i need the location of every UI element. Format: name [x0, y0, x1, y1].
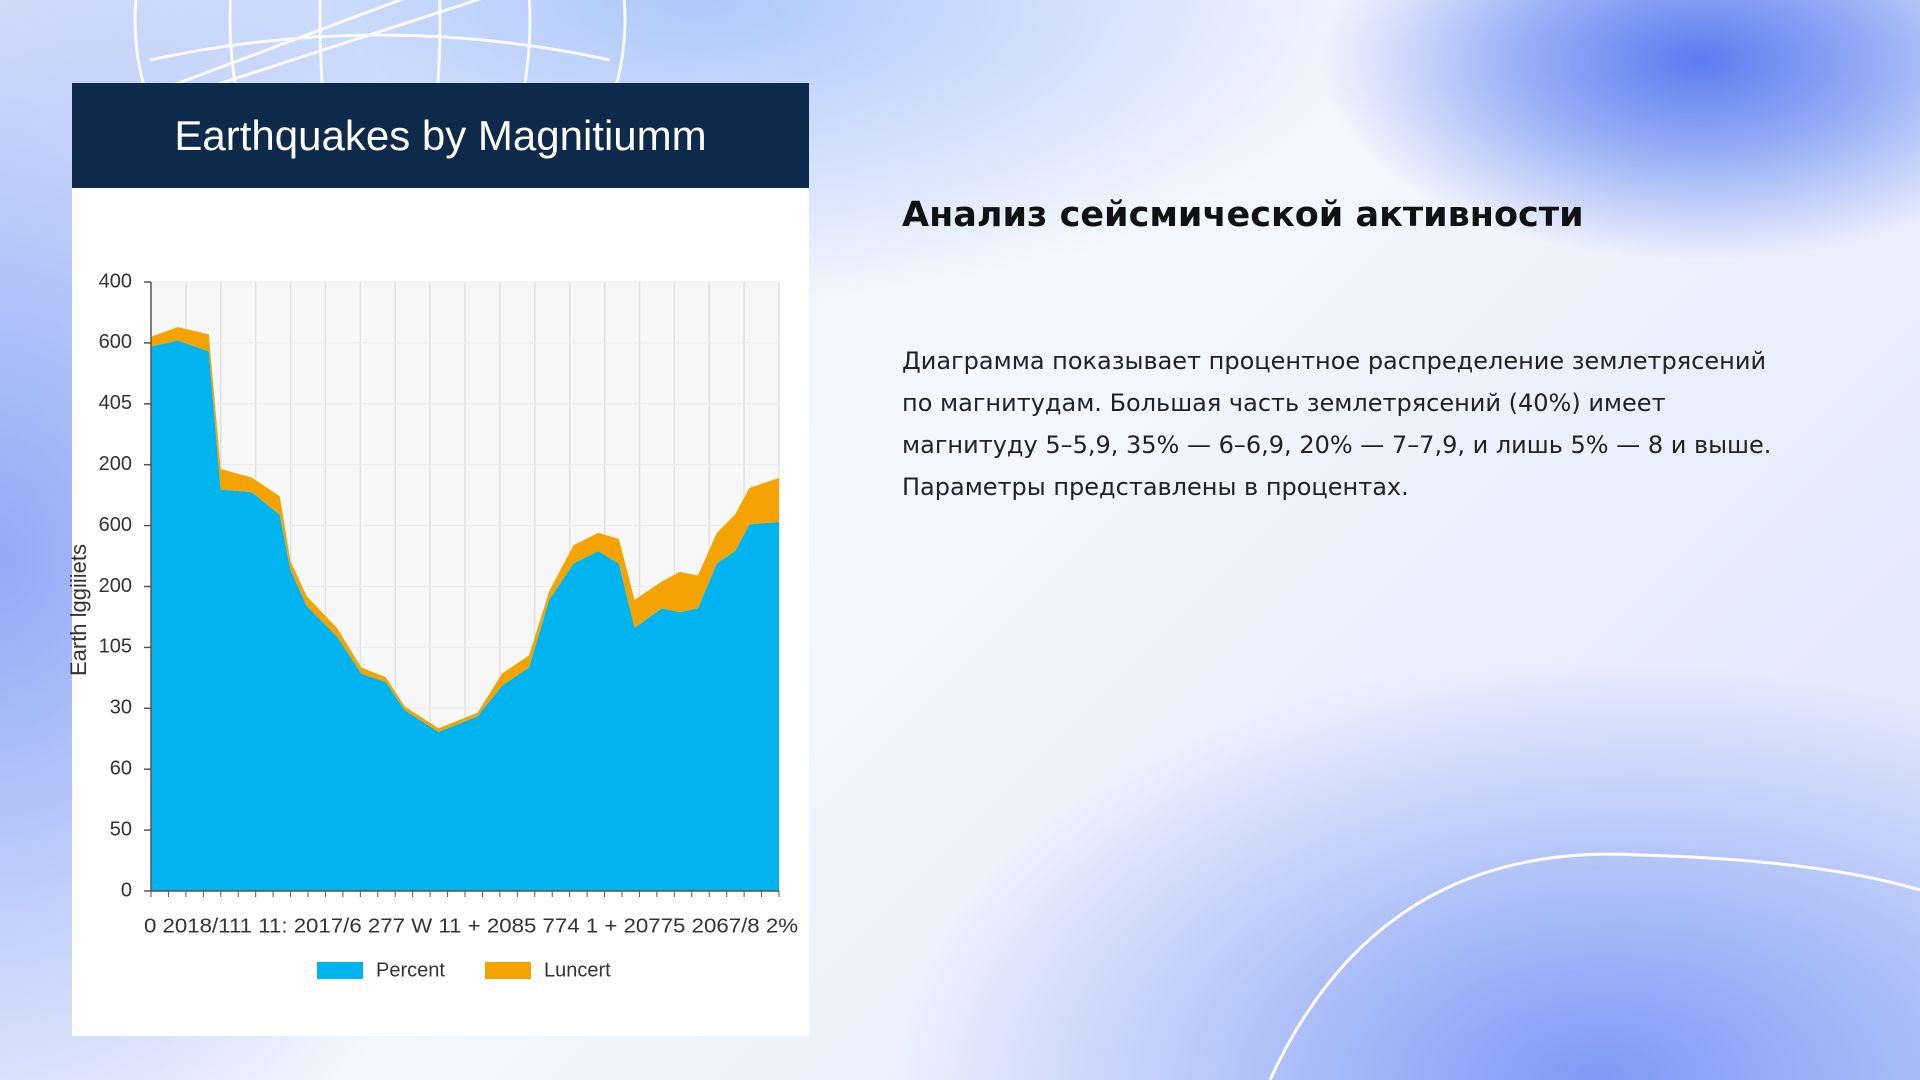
y-tick-label: 50	[110, 818, 132, 840]
y-tick-label: 0	[121, 879, 132, 901]
heading: Анализ сейсмической активности	[902, 195, 1584, 235]
legend-label: Luncert	[544, 959, 611, 981]
chart-title: Earthquakes by Magnitiumm	[72, 83, 809, 188]
y-axis-label: Earth lggiiiets	[66, 544, 91, 676]
legend-swatch	[485, 962, 531, 979]
y-tick-label: 200	[99, 575, 132, 597]
y-tick-label: 105	[99, 636, 132, 658]
y-tick-label: 60	[110, 757, 132, 779]
y-tick-label: 30	[110, 697, 132, 719]
paragraph: Диаграмма показывает процентное распреде…	[902, 347, 1772, 501]
y-tick-label: 600	[99, 331, 132, 353]
y-tick-label: 200	[99, 453, 132, 475]
y-tick-label: 400	[99, 270, 132, 292]
x-axis-text: 0 2018/111 11: 2017/6 277 W 11 + 2085 77…	[144, 915, 798, 937]
y-tick-label: 600	[99, 514, 132, 536]
legend-swatch	[317, 962, 363, 979]
area	[151, 340, 779, 891]
y-tick-label: 405	[99, 392, 132, 414]
legend-label: Percent	[376, 959, 445, 981]
